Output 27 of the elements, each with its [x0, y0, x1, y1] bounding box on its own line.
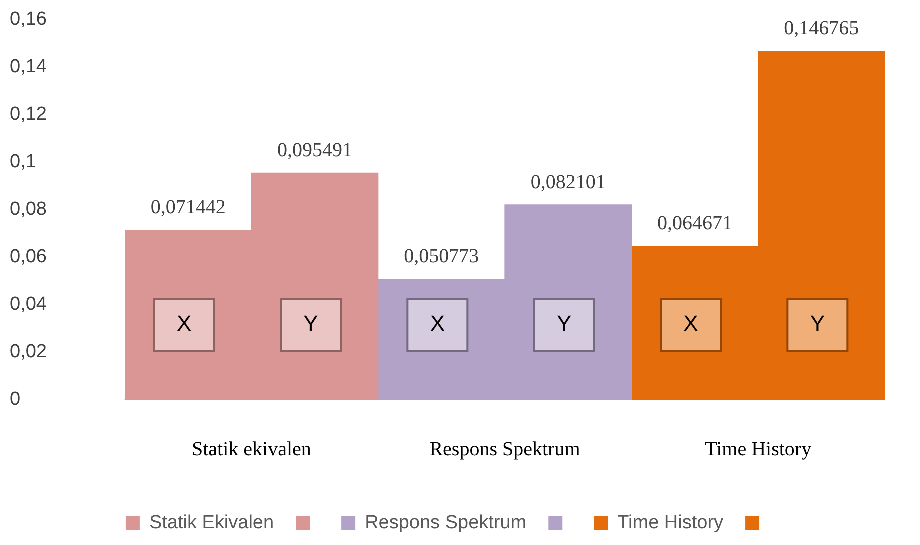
data-label: 0,064671 [658, 212, 732, 235]
legend-label: Time History [618, 512, 724, 534]
y-tick-label: 0 [10, 389, 21, 410]
data-label: 0,146765 [784, 18, 860, 40]
y-tick-label: 0,14 [10, 56, 48, 78]
data-label: 0,082101 [530, 171, 606, 194]
legend-label: Respons Spektrum [365, 512, 527, 534]
data-label: 0,050773 [404, 246, 480, 268]
x-tick-label: Statik ekivalen [192, 438, 312, 460]
x-tick-label: Time History [705, 438, 812, 460]
y-tick-label: 0,08 [10, 199, 47, 220]
y-tick-label: 0,16 [10, 9, 47, 30]
y-tick-label: 0,04 [10, 294, 48, 316]
annotation: X [430, 311, 446, 336]
annotation: Y [304, 311, 319, 336]
x-tick-label: Respons Spektrum [430, 438, 581, 460]
legend-label: Statik Ekivalen [149, 512, 274, 534]
annotation: X [684, 311, 699, 336]
y-tick-label: 0,06 [10, 246, 47, 268]
annotation: Y [810, 311, 826, 336]
annotation: Y [556, 311, 572, 336]
data-label: 0,071442 [150, 196, 226, 219]
y-tick-label: 0,12 [10, 104, 47, 126]
annotation: X [176, 311, 192, 336]
y-tick-label: 0,1 [10, 152, 36, 173]
data-label: 0,095491 [278, 139, 352, 162]
y-tick-label: 0,02 [10, 342, 47, 363]
